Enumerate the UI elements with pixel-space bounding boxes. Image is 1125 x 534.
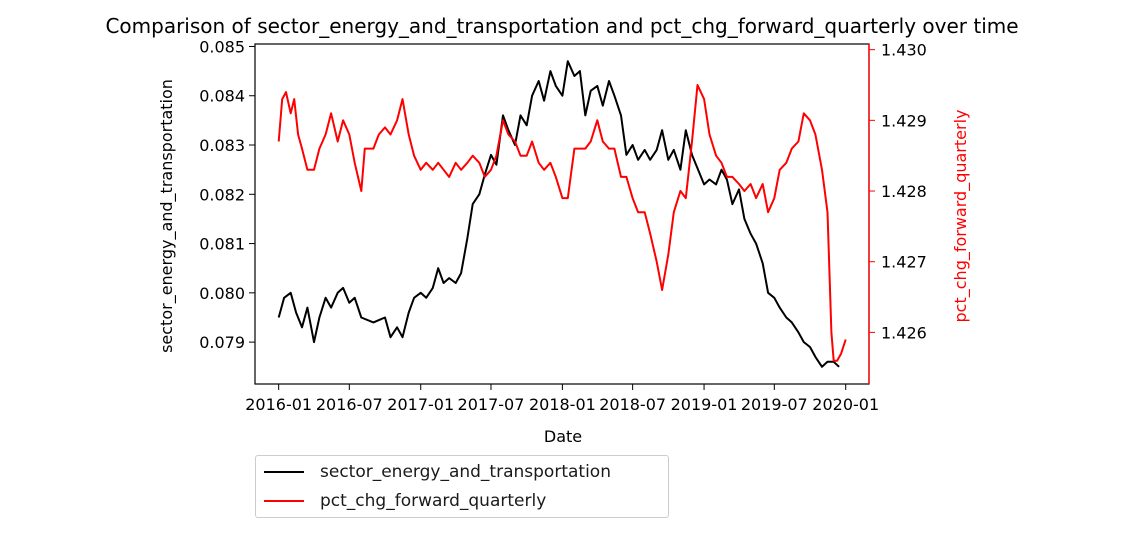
y-left-tick-label: 0.085	[199, 37, 245, 56]
y-axis-left-label: sector_energy_and_transportation	[157, 79, 177, 353]
legend-label: sector_energy_and_transportation	[320, 462, 611, 482]
x-tick-label: 2020-01	[812, 395, 879, 414]
x-tick-label: 2016-07	[316, 395, 383, 414]
legend-label: pct_chg_forward_quarterly	[320, 491, 547, 511]
legend-entry-pct-chg: pct_chg_forward_quarterly	[264, 489, 546, 513]
y-left-tick-label: 0.081	[199, 235, 245, 254]
x-tick-label: 2017-01	[387, 395, 454, 414]
legend-swatch-black	[264, 471, 304, 473]
y-left-tick-label: 0.080	[199, 284, 245, 303]
series-layer	[277, 60, 847, 368]
chart-title: Comparison of sector_energy_and_transpor…	[105, 14, 1018, 38]
x-axis-label: Date	[544, 427, 582, 446]
series-line-sector-energy-and-transportation	[277, 60, 840, 368]
y-right-tick-label: 1.429	[881, 111, 927, 130]
legend-entry-sector-energy: sector_energy_and_transportation	[264, 460, 611, 484]
legend-swatch-red	[264, 500, 304, 502]
plot-area: 2016-01 2016-07 2017-01 2017-07 2018-01 2018-…	[199, 37, 927, 414]
x-tick-label: 2018-07	[599, 395, 666, 414]
x-tick-label: 2019-01	[671, 395, 738, 414]
y-axis-right-label: pct_chg_forward_quarterly	[951, 110, 971, 323]
x-tick-label: 2019-07	[741, 395, 808, 414]
y-right-tick-label: 1.427	[881, 253, 927, 272]
y-left-tick-label: 0.084	[199, 87, 245, 106]
x-tick-label: 2017-07	[458, 395, 525, 414]
y-right-tick-label: 1.426	[881, 323, 927, 342]
series-line-pct-chg-forward-quarterly	[277, 84, 847, 362]
legend: sector_energy_and_transportation pct_chg…	[255, 455, 669, 518]
y-left-tick-label: 0.082	[199, 185, 245, 204]
y-left-tick-label: 0.083	[199, 136, 245, 155]
y-right-tick-label: 1.430	[881, 41, 927, 60]
x-tick-label: 2016-01	[245, 395, 312, 414]
y-right-tick-label: 1.428	[881, 182, 927, 201]
y-left-tick-label: 0.079	[199, 333, 245, 352]
x-tick-label: 2018-01	[529, 395, 596, 414]
